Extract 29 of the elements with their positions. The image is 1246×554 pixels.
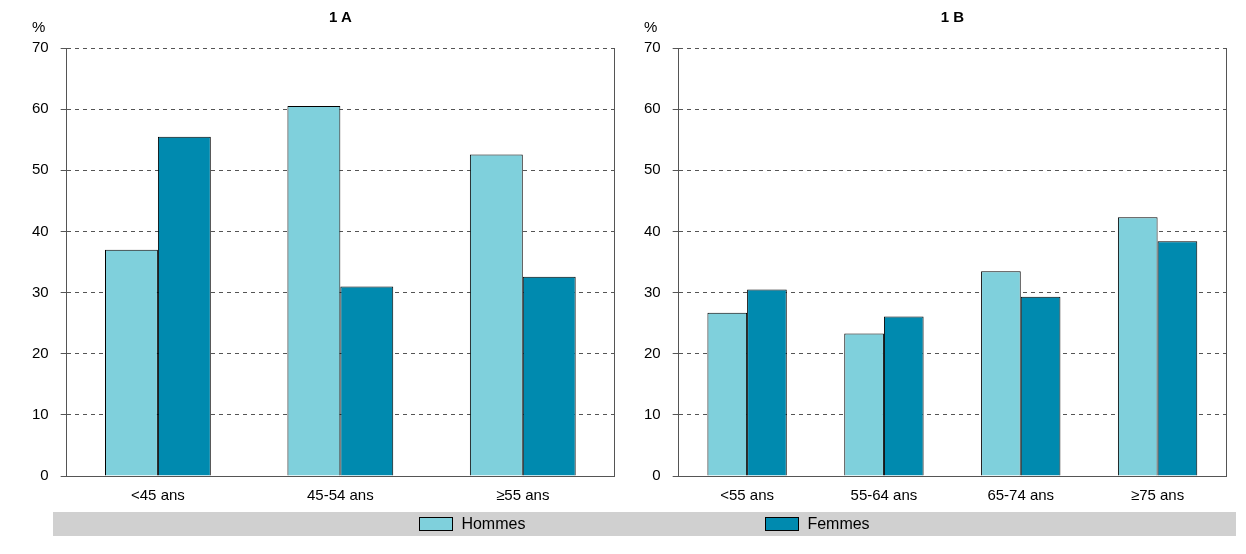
- y-tick-label: 20: [32, 343, 49, 361]
- x-tick-label: 45-54 ans: [306, 486, 374, 504]
- y-axis-title: %: [644, 18, 658, 35]
- y-tick-label: 0: [652, 466, 661, 484]
- y-tick-label: 0: [40, 466, 49, 484]
- y-tick-label: 30: [644, 282, 661, 300]
- y-tick-label: 60: [32, 99, 49, 117]
- y-tick-label: 20: [644, 343, 661, 361]
- legend-label: Hommes: [460, 515, 526, 533]
- y-tick-label: 30: [32, 282, 49, 300]
- y-axis-title: %: [32, 18, 46, 35]
- y-tick-label: 70: [32, 38, 49, 56]
- x-tick-label: ≥75 ans: [1130, 486, 1185, 504]
- y-tick-label: 40: [32, 221, 49, 239]
- x-tick-label: ≥55 ans: [496, 486, 550, 504]
- y-tick-label: 10: [32, 405, 49, 422]
- y-tick-label: 50: [644, 160, 661, 178]
- x-tick-label: <45 ans: [131, 486, 185, 504]
- y-tick-label: 60: [644, 99, 661, 117]
- y-tick-label: 70: [644, 38, 661, 56]
- x-tick-label: 55-64 ans: [850, 486, 918, 504]
- chart-title: 1 A: [328, 8, 352, 25]
- y-tick-label: 50: [32, 160, 49, 178]
- y-tick-label: 40: [644, 221, 661, 239]
- x-tick-label: <55 ans: [720, 486, 774, 504]
- y-tick-label: 10: [644, 405, 661, 422]
- legend-label: Femmes: [806, 515, 870, 533]
- chart-title: 1 B: [940, 8, 965, 25]
- x-tick-label: 65-74 ans: [987, 486, 1055, 504]
